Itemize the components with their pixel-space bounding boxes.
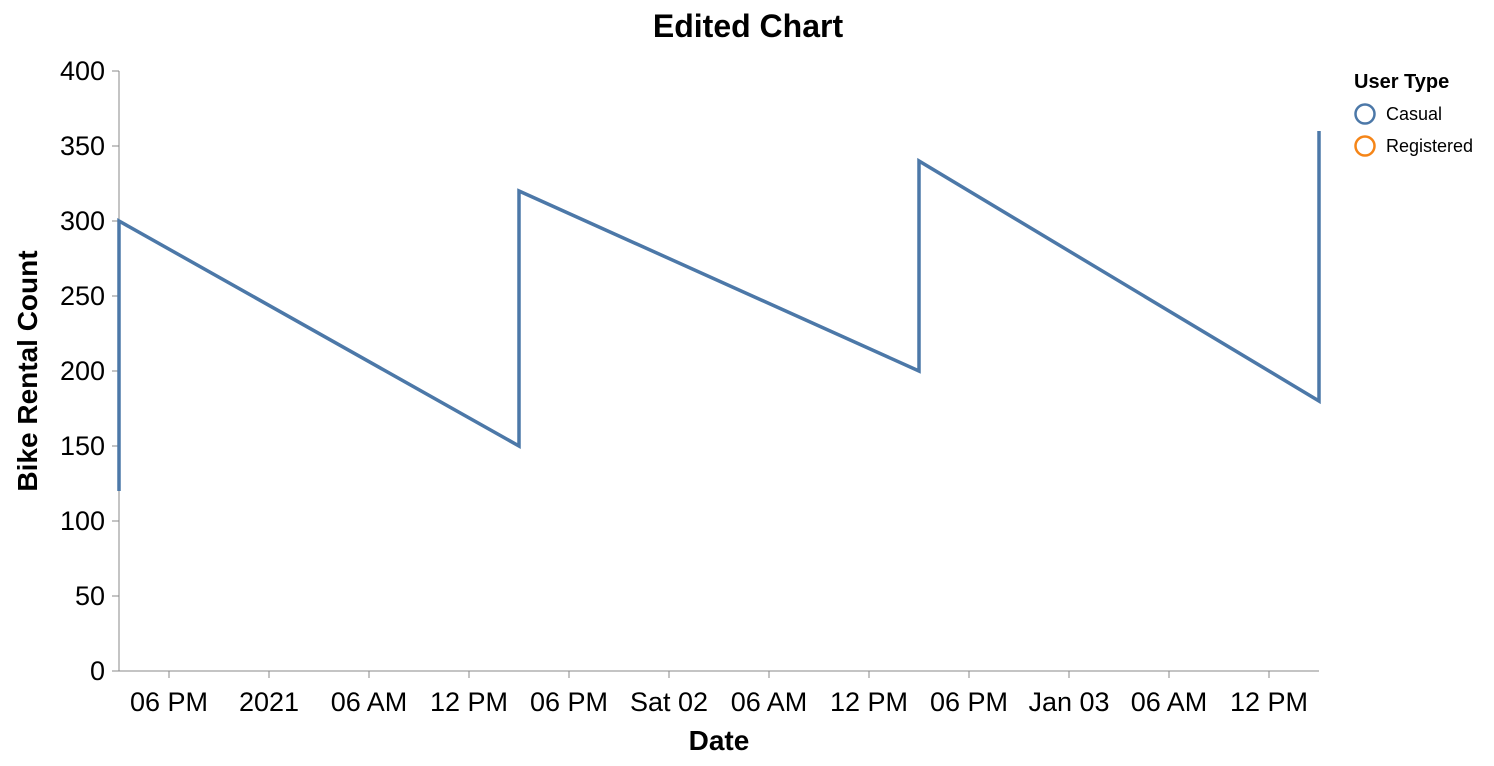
- x-tick-label: Sat 02: [630, 687, 708, 717]
- x-tick-label: Jan 03: [1028, 687, 1109, 717]
- x-tick-label: 06 PM: [530, 687, 608, 717]
- y-tick-label: 200: [60, 356, 105, 386]
- legend-symbol-registered: [1354, 135, 1376, 157]
- y-tick-label: 0: [90, 656, 105, 686]
- x-tick-label: 06 PM: [130, 687, 208, 717]
- series-layer: [117, 131, 1321, 491]
- legend: User Type Casual Registered: [1354, 71, 1473, 157]
- chart-title: Edited Chart: [653, 8, 844, 44]
- x-tick-label: 06 AM: [1131, 687, 1208, 717]
- x-tick-label: 06 AM: [731, 687, 808, 717]
- x-tick-label: 2021: [239, 687, 299, 717]
- x-tick-label: 06 AM: [331, 687, 408, 717]
- x-tick-label: 12 PM: [430, 687, 508, 717]
- x-tick-label: 12 PM: [830, 687, 908, 717]
- y-tick-label: 50: [75, 581, 105, 611]
- y-axis-title: Bike Rental Count: [12, 250, 43, 491]
- legend-label-casual: Casual: [1386, 104, 1442, 124]
- x-tick-label: 12 PM: [1230, 687, 1308, 717]
- legend-label-registered: Registered: [1386, 136, 1473, 156]
- legend-symbol-casual: [1354, 103, 1376, 125]
- legend-entries: Casual Registered: [1354, 103, 1473, 157]
- legend-title: User Type: [1354, 71, 1449, 93]
- y-axis: 0 50 100 150 200 250 300 350 400: [60, 56, 120, 686]
- y-tick-label: 150: [60, 431, 105, 461]
- y-tick-label: 400: [60, 56, 105, 86]
- x-axis: 06 PM 2021 06 AM 12 PM 06 PM Sat 02 06 AM 12 PM…: [119, 670, 1319, 717]
- y-tick-label: 350: [60, 131, 105, 161]
- y-tick-label: 100: [60, 506, 105, 536]
- y-tick-label: 300: [60, 206, 105, 236]
- x-axis-title: Date: [689, 725, 750, 756]
- y-tick-label: 250: [60, 281, 105, 311]
- series-line-casual: [117, 131, 1321, 491]
- x-tick-label: 06 PM: [930, 687, 1008, 717]
